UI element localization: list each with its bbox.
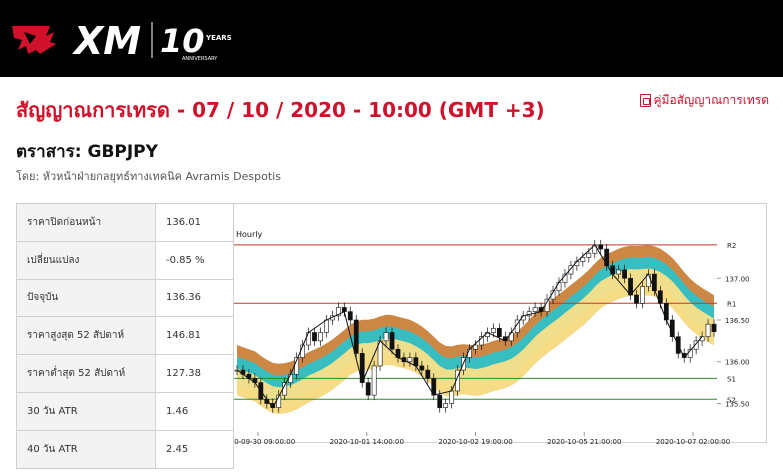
svg-text:10: 10	[160, 22, 205, 60]
candle-body	[693, 340, 699, 350]
candle-body	[610, 265, 616, 275]
candle-body	[347, 311, 353, 321]
svg-text:ANNIVERSARY: ANNIVERSARY	[182, 56, 218, 62]
candle-body	[306, 332, 311, 346]
stat-value: 1.46	[155, 391, 234, 431]
candle-body	[496, 328, 502, 337]
candle-body	[616, 269, 621, 275]
y-tick-label: 135.50	[725, 400, 750, 408]
candle-body	[532, 307, 538, 312]
stat-label: ราคาสูงสุด 52 สัปดาห์	[16, 316, 156, 356]
table-row: 40 วัน ATR 2.45	[16, 429, 234, 469]
zigzag-line	[236, 244, 703, 409]
table-row: ราคาต่ำสุด 52 สัปดาห์ 127.38	[16, 354, 234, 393]
candle-body	[556, 282, 562, 292]
candle-body	[622, 269, 627, 279]
candle-body	[473, 344, 478, 350]
candle-body	[628, 277, 633, 296]
candle-body	[419, 365, 425, 371]
svg-text:XM: XM	[72, 19, 141, 63]
candle-body	[389, 332, 395, 350]
y-tick-label: 137.00	[725, 275, 750, 283]
price-chart-svg: Hourly R2 R1 S1 S2 137.00 136.50 136.00 135.50…	[221, 230, 750, 446]
candle-body	[586, 252, 592, 258]
candle-body	[479, 336, 484, 346]
page-title: สัญญาณการเทรด - 07 / 10 / 2020 - 10:00 (…	[16, 98, 545, 122]
instrument-heading: ตราสาร: GBPJPY	[16, 142, 158, 162]
candle-body	[568, 265, 574, 275]
candle-body	[711, 323, 717, 332]
table-row: ปัจจุบัน 136.36	[16, 278, 234, 318]
x-tick-label: 2020-10-02 19:00:00	[438, 438, 512, 444]
stat-label: ปัจจุบัน	[16, 278, 156, 318]
candle-body	[288, 373, 294, 383]
candle-body	[443, 403, 449, 408]
candle-body	[449, 390, 455, 404]
candle-body	[580, 257, 586, 262]
candle-body	[455, 369, 460, 392]
level-label: R2	[727, 242, 736, 250]
candle-body	[324, 319, 329, 333]
site-header: XM 10 YEARS ANNIVERSARY	[0, 0, 783, 77]
candle-body	[318, 332, 323, 342]
candle-body	[705, 323, 711, 337]
candle-body	[634, 294, 639, 304]
bull-icon	[12, 26, 56, 54]
x-tick-label: 2020-10-01 14:00:00	[330, 438, 404, 444]
level-label: R1	[727, 300, 736, 308]
candle-body	[383, 332, 389, 342]
xm-logo[interactable]: XM 10 YEARS ANNIVERSARY	[10, 14, 250, 64]
candle-body	[491, 328, 496, 333]
candle-body	[312, 332, 317, 342]
stats-table: ราคาปิดก่อนหน้า 136.01 เปลี่ยนแปลง -0.85 %…	[16, 203, 234, 469]
signal-guide-link[interactable]: คู่มือสัญญาณการเทรด	[639, 91, 770, 110]
stat-label: 30 วัน ATR	[16, 391, 156, 431]
table-row: เปลี่ยนแปลง -0.85 %	[16, 240, 234, 280]
candle-body	[604, 248, 610, 267]
table-row: ราคาปิดก่อนหน้า 136.01	[16, 203, 234, 242]
x-tick-label: 2020-10-05 21:00:00	[547, 438, 621, 444]
candle-body	[437, 394, 443, 408]
candle-body	[425, 369, 431, 379]
stat-value: 127.38	[155, 354, 234, 393]
candle-body	[598, 244, 604, 250]
x-tick-label: 2020-10-07 02:00:00	[656, 438, 730, 444]
stat-value: 136.01	[155, 203, 234, 242]
stat-value: 136.36	[155, 278, 234, 318]
candle-body	[657, 290, 663, 304]
stat-label: 40 วัน ATR	[16, 429, 156, 469]
y-tick-label: 136.00	[725, 359, 750, 367]
stat-value: -0.85 %	[155, 240, 234, 280]
stat-label: ราคาต่ำสุด 52 สัปดาห์	[16, 354, 156, 393]
candle-body	[335, 307, 341, 317]
inner-band	[237, 268, 714, 414]
stat-label: เปลี่ยนแปลง	[16, 240, 156, 280]
candle-body	[371, 365, 377, 396]
author-line: โดย: หัวหน้าฝ่ายกลยุทธ์ทางเทคนิค Avramis…	[16, 170, 281, 183]
candle-body	[341, 307, 347, 312]
candle-body	[353, 319, 359, 354]
y-tick-label: 136.50	[725, 317, 750, 325]
candle-body	[640, 286, 645, 304]
price-chart: Hourly R2 R1 S1 S2 137.00 136.50 136.00 135.50…	[221, 203, 767, 446]
candle-body	[365, 382, 371, 396]
x-tick-label: 2020-09-30 09:00:00	[234, 438, 295, 444]
timeframe-label: Hourly	[236, 230, 262, 239]
signal-guide-label: คู่มือสัญญาณการเทรด	[653, 93, 770, 107]
table-row: 30 วัน ATR 1.46	[16, 391, 234, 431]
level-label: S2	[727, 396, 736, 404]
pdf-icon	[639, 94, 651, 107]
candle-body	[407, 357, 413, 363]
svg-text:YEARS: YEARS	[205, 34, 232, 42]
level-label: S1	[727, 375, 736, 383]
stat-label: ราคาปิดก่อนหน้า	[16, 203, 156, 242]
stat-value: 146.81	[155, 316, 234, 356]
stat-value: 2.45	[155, 429, 234, 469]
table-row: ราคาสูงสุด 52 สัปดาห์ 146.81	[16, 316, 234, 356]
